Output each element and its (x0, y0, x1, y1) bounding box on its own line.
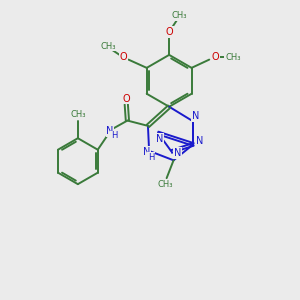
Text: O: O (211, 52, 219, 62)
Text: N: N (192, 111, 199, 121)
Text: CH₃: CH₃ (225, 53, 241, 62)
Text: N: N (156, 134, 163, 144)
Text: N: N (143, 147, 150, 157)
Text: N: N (174, 148, 182, 158)
Text: O: O (119, 52, 127, 62)
Text: CH₃: CH₃ (171, 11, 187, 20)
Text: CH₃: CH₃ (101, 42, 116, 51)
Text: O: O (122, 94, 130, 103)
Text: H: H (148, 153, 154, 162)
Text: N: N (196, 136, 203, 146)
Text: O: O (165, 27, 173, 37)
Text: H: H (111, 131, 117, 140)
Text: CH₃: CH₃ (70, 110, 85, 118)
Text: N: N (106, 126, 114, 136)
Text: CH₃: CH₃ (158, 180, 173, 189)
